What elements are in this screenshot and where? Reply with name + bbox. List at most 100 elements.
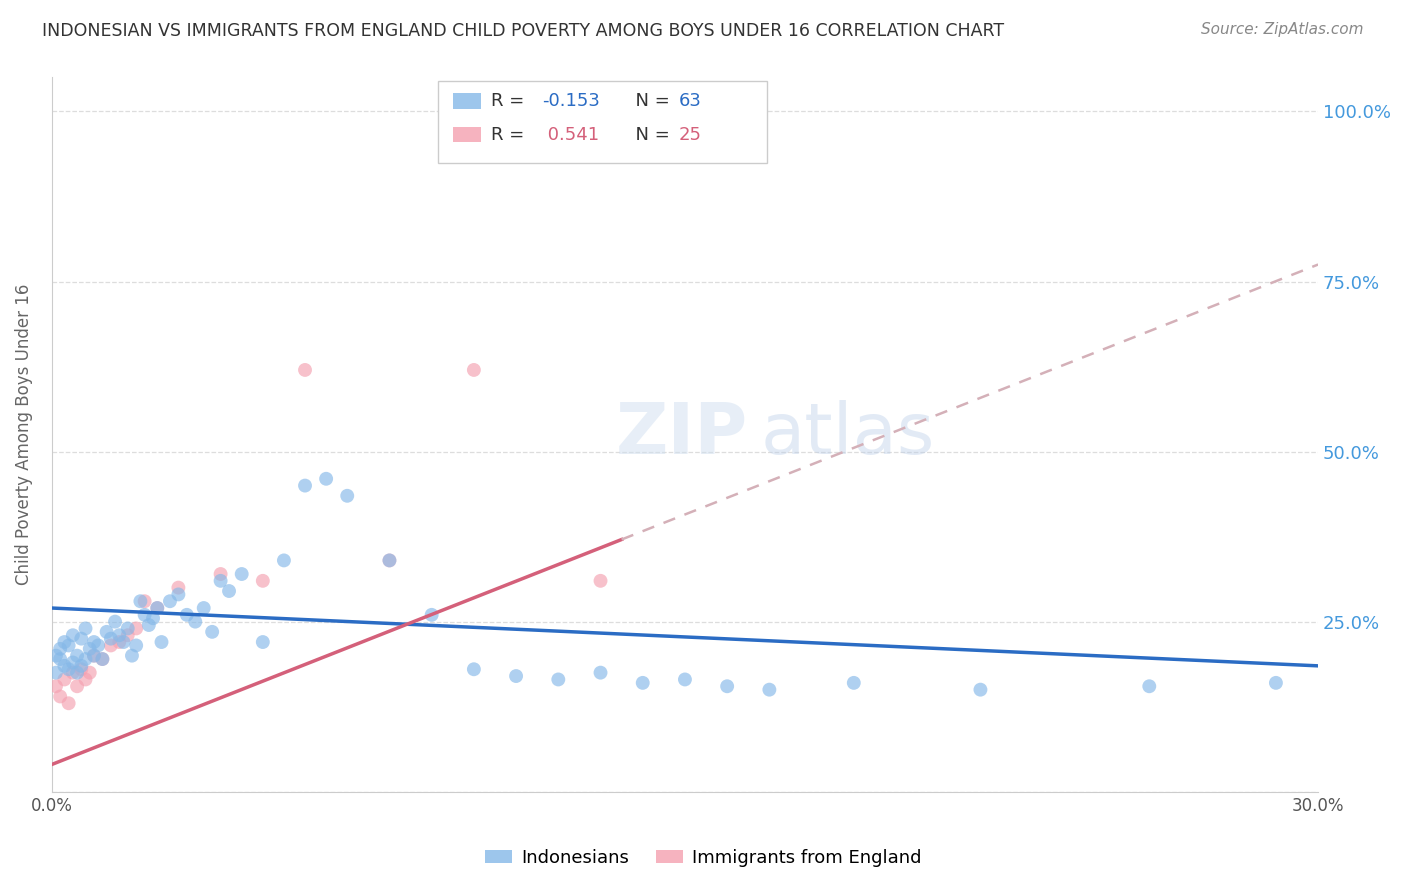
Point <box>49 652 72 666</box>
Point <box>49 641 72 656</box>
Point <box>463 662 485 676</box>
Point <box>62 628 84 642</box>
Point <box>83 635 105 649</box>
Point <box>1137 679 1160 693</box>
Point <box>62 665 84 680</box>
Point <box>125 622 148 636</box>
Point <box>505 669 527 683</box>
Text: N =: N = <box>624 126 676 144</box>
Legend: Indonesians, Immigrants from England: Indonesians, Immigrants from England <box>478 842 928 874</box>
Point <box>66 648 89 663</box>
Point <box>134 594 156 608</box>
Point <box>193 601 215 615</box>
Point <box>75 673 97 687</box>
Point <box>209 574 232 588</box>
Point <box>231 567 253 582</box>
Point <box>184 615 207 629</box>
Point <box>631 676 654 690</box>
Text: N =: N = <box>624 92 676 110</box>
Point <box>209 567 232 582</box>
Point <box>112 635 135 649</box>
Point <box>125 639 148 653</box>
FancyBboxPatch shape <box>439 81 768 163</box>
Point <box>100 632 122 646</box>
Text: 0.541: 0.541 <box>541 126 599 144</box>
Point <box>91 652 114 666</box>
Point <box>758 682 780 697</box>
Point <box>252 574 274 588</box>
Point <box>45 648 67 663</box>
Point <box>53 658 76 673</box>
Point <box>108 635 131 649</box>
Point <box>252 635 274 649</box>
Point <box>695 101 717 115</box>
Point <box>294 478 316 492</box>
Point <box>45 665 67 680</box>
Point <box>53 673 76 687</box>
Point <box>70 662 93 676</box>
Point <box>420 607 443 622</box>
Point <box>83 648 105 663</box>
Point <box>969 682 991 697</box>
Point <box>45 679 67 693</box>
Point <box>91 652 114 666</box>
Text: -0.153: -0.153 <box>541 92 600 110</box>
Point <box>589 665 612 680</box>
Point <box>378 553 401 567</box>
Point <box>673 673 696 687</box>
Point <box>108 628 131 642</box>
Point <box>58 662 80 676</box>
Point <box>117 628 139 642</box>
Point <box>842 676 865 690</box>
FancyBboxPatch shape <box>453 93 481 109</box>
Text: 25: 25 <box>679 126 702 144</box>
Point <box>53 635 76 649</box>
Point <box>134 607 156 622</box>
Point <box>62 656 84 670</box>
Point <box>79 665 101 680</box>
Point <box>218 584 240 599</box>
Text: Source: ZipAtlas.com: Source: ZipAtlas.com <box>1201 22 1364 37</box>
Point <box>96 624 118 639</box>
Point <box>294 363 316 377</box>
Point <box>70 658 93 673</box>
Point <box>273 553 295 567</box>
Point <box>129 594 152 608</box>
Point <box>75 652 97 666</box>
Text: atlas: atlas <box>761 401 935 469</box>
Point <box>142 611 165 625</box>
Point <box>66 679 89 693</box>
Point <box>146 601 169 615</box>
Point <box>75 622 97 636</box>
Text: INDONESIAN VS IMMIGRANTS FROM ENGLAND CHILD POVERTY AMONG BOYS UNDER 16 CORRELAT: INDONESIAN VS IMMIGRANTS FROM ENGLAND CH… <box>42 22 1004 40</box>
Point <box>176 607 198 622</box>
Point <box>336 489 359 503</box>
FancyBboxPatch shape <box>453 127 481 143</box>
Point <box>547 673 569 687</box>
Point <box>58 696 80 710</box>
Point <box>66 665 89 680</box>
Text: ZIP: ZIP <box>616 401 748 469</box>
Point <box>83 648 105 663</box>
Point <box>104 615 127 629</box>
Point <box>146 601 169 615</box>
Point <box>167 581 190 595</box>
Point <box>58 639 80 653</box>
Point <box>87 639 110 653</box>
Text: R =: R = <box>491 92 530 110</box>
Point <box>315 472 337 486</box>
Point <box>159 594 181 608</box>
Point <box>378 553 401 567</box>
Point <box>100 639 122 653</box>
Point <box>150 635 173 649</box>
Point <box>589 574 612 588</box>
Point <box>79 641 101 656</box>
Point <box>49 690 72 704</box>
Point <box>716 679 738 693</box>
Point <box>201 624 224 639</box>
Text: 63: 63 <box>679 92 702 110</box>
Text: R =: R = <box>491 126 530 144</box>
Point <box>1264 676 1286 690</box>
Y-axis label: Child Poverty Among Boys Under 16: Child Poverty Among Boys Under 16 <box>15 284 32 585</box>
Point <box>117 622 139 636</box>
